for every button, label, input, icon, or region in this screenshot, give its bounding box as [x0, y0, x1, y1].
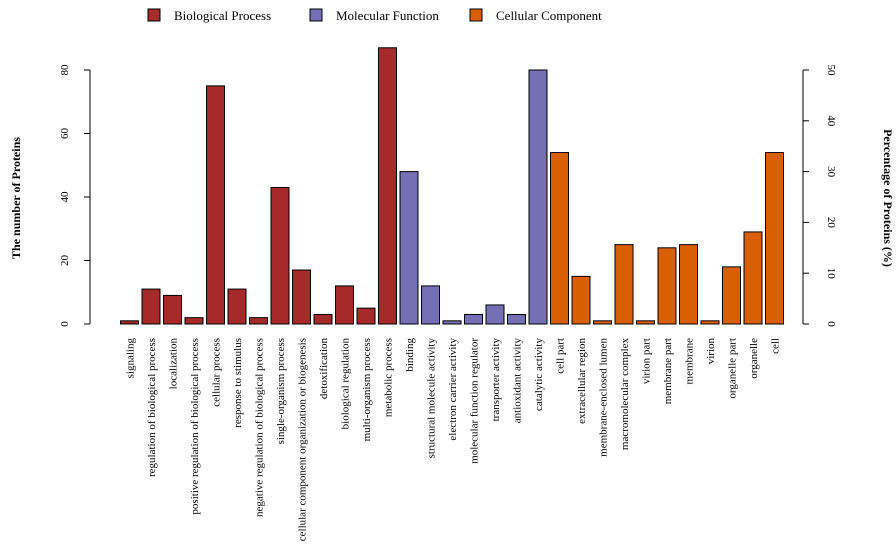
category-label: virion [705, 338, 717, 365]
legend-label: Molecular Function [336, 8, 439, 23]
right-tick-label: 20 [825, 217, 837, 229]
bar [765, 152, 784, 325]
bar [722, 266, 741, 325]
legend-swatch [147, 8, 161, 22]
bar [292, 269, 311, 325]
category-label: biological regulation [340, 338, 352, 430]
bar [464, 313, 483, 325]
left-tick-label: 40 [59, 191, 71, 203]
category-label: macromolecular complex [619, 338, 631, 451]
legend: Biological Process Molecular Function Cell… [147, 8, 602, 23]
bar [507, 313, 526, 325]
right-tick-label: 0 [825, 321, 837, 327]
right-tick-label: 50 [825, 65, 837, 77]
left-tick-label: 60 [59, 128, 71, 140]
bar [593, 320, 612, 325]
bar [399, 171, 419, 325]
category-label: cell part [555, 338, 567, 374]
bar [421, 285, 440, 325]
bar [657, 247, 677, 325]
bar [163, 294, 182, 325]
x-axis-labels: signaling regulation of biological proces… [125, 338, 782, 542]
category-label: transporter activity [490, 338, 502, 422]
category-label: response to stimulus [232, 338, 244, 428]
category-label: membrane [684, 338, 696, 385]
category-label: single-organism process [275, 338, 287, 444]
right-y-axis: 0 10 20 30 40 50 [802, 65, 837, 327]
right-tick-label: 40 [825, 115, 837, 127]
right-tick-label: 30 [825, 166, 837, 178]
bar [141, 288, 161, 325]
category-label: positive regulation of biological proces… [189, 338, 201, 515]
bar [378, 47, 397, 325]
category-label: cellular component organization or bioge… [297, 338, 309, 541]
bar [679, 244, 698, 325]
category-label: catalytic activity [533, 338, 545, 411]
bar [442, 320, 462, 325]
bar [700, 320, 720, 325]
bar [528, 69, 548, 325]
bar [550, 152, 569, 325]
category-label: membrane-enclosed lumen [598, 338, 610, 457]
bar [249, 317, 268, 325]
left-tick-label: 80 [59, 64, 71, 76]
category-label: antioxidant activity [512, 338, 524, 424]
category-label: virion part [641, 338, 653, 384]
category-label: negative regulation of biological proces… [254, 338, 266, 517]
bar [184, 317, 204, 325]
legend-swatch [309, 8, 323, 22]
bar [743, 231, 763, 325]
y2-axis-title: Percentage of Proteins (%) [881, 129, 895, 267]
category-label: electron carrier activity [447, 338, 459, 441]
category-label: metabolic process [383, 338, 395, 417]
bar [206, 85, 225, 325]
category-label: cell [770, 338, 782, 354]
category-label: molecular function regulator [469, 338, 481, 464]
left-tick-label: 20 [59, 255, 71, 267]
category-label: membrane part [662, 338, 674, 404]
bar [636, 320, 655, 325]
bar [335, 285, 354, 325]
bar [270, 186, 290, 325]
category-label: structural molecule activity [426, 338, 438, 459]
bar [356, 307, 376, 325]
bar [485, 304, 505, 325]
category-label: signaling [125, 338, 137, 379]
left-tick-label: 0 [59, 321, 71, 327]
category-label: cellular process [211, 338, 223, 407]
legend-swatch [469, 8, 483, 22]
category-label: binding [404, 338, 416, 372]
bar [571, 275, 591, 325]
left-y-axis: 0 20 40 60 80 [59, 64, 91, 327]
category-label: organelle [748, 338, 760, 379]
right-tick-label: 10 [825, 268, 837, 280]
category-label: extracellular region [576, 338, 588, 424]
bar [313, 313, 333, 325]
y-axis-title: The number of Proteins [9, 137, 23, 259]
legend-label: Cellular Component [496, 8, 602, 23]
bar [227, 288, 247, 325]
category-label: organelle part [727, 338, 739, 399]
legend-label: Biological Process [174, 8, 271, 23]
bar [120, 320, 139, 325]
category-label: detoxification [318, 338, 330, 400]
category-label: regulation of biological process [146, 338, 158, 477]
category-label: multi-organism process [361, 338, 373, 441]
bar [614, 244, 634, 325]
category-label: localization [168, 338, 180, 390]
bars [120, 47, 784, 325]
